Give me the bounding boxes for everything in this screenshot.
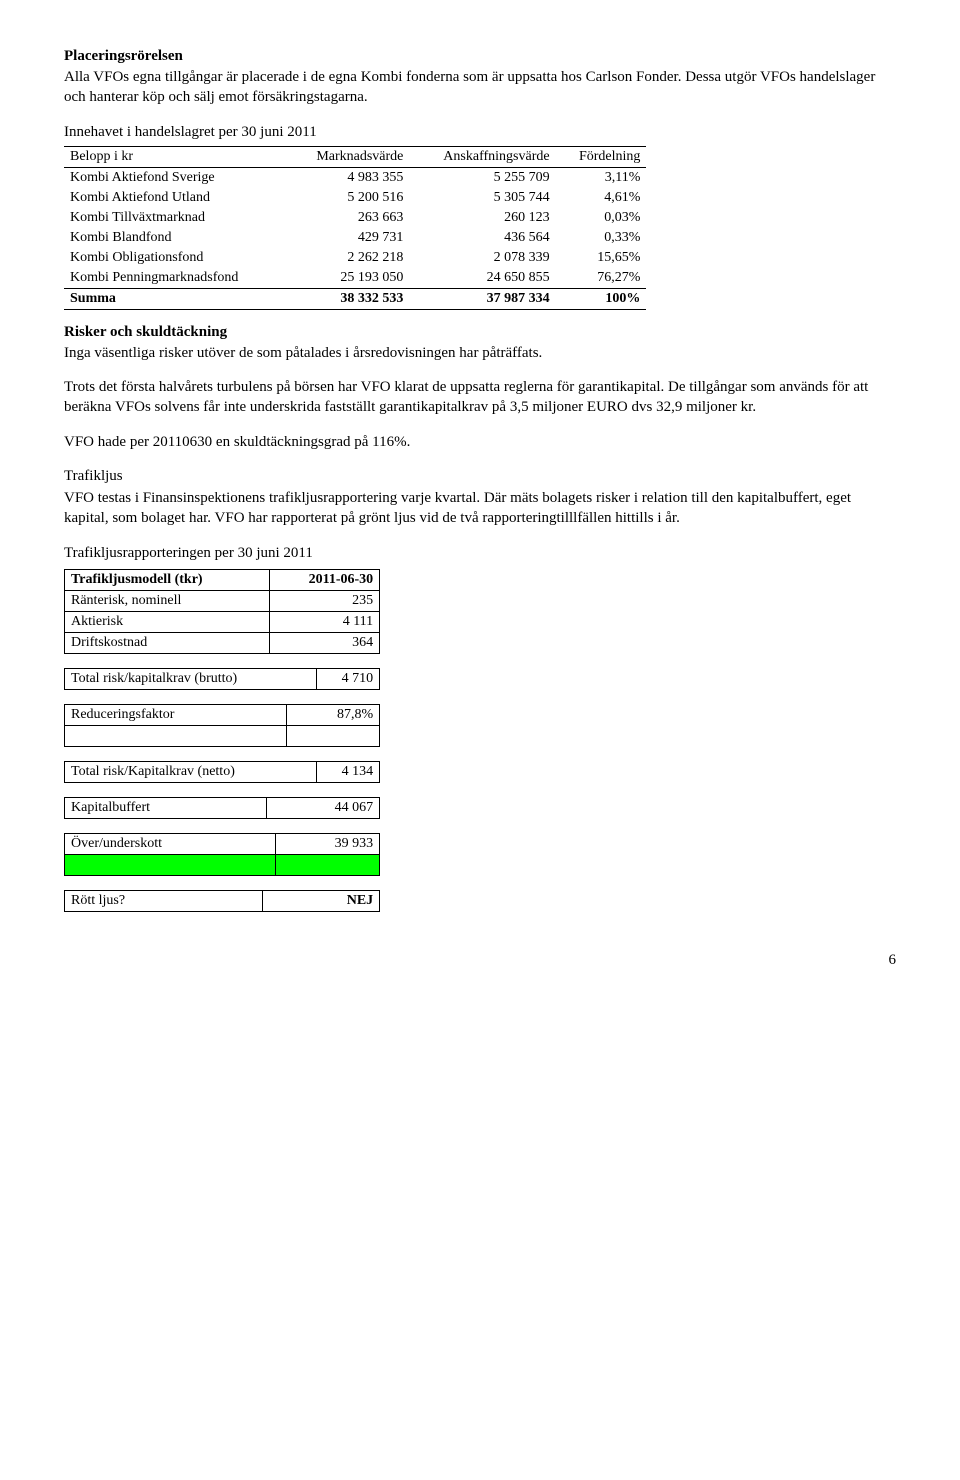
holdings-cell-pct: 76,27%	[556, 268, 647, 289]
trafik-row: Ränterisk, nominell235	[65, 590, 380, 611]
trafik-body: VFO testas i Finansinspektionens trafikl…	[64, 488, 896, 529]
trafik-report-title: Trafikljusrapporteringen per 30 juni 201…	[64, 543, 896, 563]
holdings-cell-name: Kombi Aktiefond Utland	[64, 188, 287, 208]
risk-p3: VFO hade per 20110630 en skuldtäckningsg…	[64, 432, 896, 452]
trafik-table: Trafikljusmodell (tkr) 2011-06-30 Ränter…	[64, 569, 380, 654]
holdings-cell-pct: 3,11%	[556, 167, 647, 188]
trafik-brutto-val: 4 710	[317, 668, 380, 689]
holdings-cell-mv: 2 262 218	[287, 248, 409, 268]
holdings-header-mv: Marknadsvärde	[287, 146, 409, 167]
trafik-over-row: Över/underskott 39 933	[65, 833, 380, 854]
holdings-cell-name: Kombi Aktiefond Sverige	[64, 167, 287, 188]
holdings-cell-mv: 25 193 050	[287, 268, 409, 289]
trafik-over-label: Över/underskott	[65, 833, 276, 854]
trafik-model-date: 2011-06-30	[270, 569, 380, 590]
holdings-header-av: Anskaffningsvärde	[409, 146, 555, 167]
trafik-over-table: Över/underskott 39 933	[64, 833, 380, 876]
holdings-cell-pct: 4,61%	[556, 188, 647, 208]
section-placering-title: Placeringsrörelsen	[64, 48, 896, 65]
holdings-header-row: Belopp i kr Marknadsvärde Anskaffningsvä…	[64, 146, 646, 167]
trafik-model-label: Trafikljusmodell (tkr)	[65, 569, 270, 590]
holdings-cell-name: Kombi Obligationsfond	[64, 248, 287, 268]
trafik-cell-label: Ränterisk, nominell	[65, 590, 270, 611]
holdings-sum-row: Summa38 332 53337 987 334100%	[64, 288, 646, 309]
trafik-cell-val: 235	[270, 590, 380, 611]
holdings-cell-av: 5 305 744	[409, 188, 555, 208]
page-number: 6	[64, 952, 896, 969]
holdings-cell-name: Kombi Blandfond	[64, 228, 287, 248]
holdings-cell-pct: 0,33%	[556, 228, 647, 248]
trafik-reducer-label: Reduceringsfaktor	[65, 704, 287, 725]
trafik-buffer-row: Kapitalbuffert 44 067	[65, 797, 380, 818]
holdings-row: Kombi Blandfond429 731436 5640,33%	[64, 228, 646, 248]
holdings-cell-mv: 4 983 355	[287, 167, 409, 188]
trafik-buffer-label: Kapitalbuffert	[65, 797, 267, 818]
trafik-netto-label: Total risk/Kapitalkrav (netto)	[65, 761, 317, 782]
trafik-netto-row: Total risk/Kapitalkrav (netto) 4 134	[65, 761, 380, 782]
trafik-brutto-label: Total risk/kapitalkrav (brutto)	[65, 668, 317, 689]
trafik-cell-label: Aktierisk	[65, 611, 270, 632]
holdings-cell-av: 2 078 339	[409, 248, 555, 268]
holdings-row: Kombi Obligationsfond2 262 2182 078 3391…	[64, 248, 646, 268]
trafik-over-val: 39 933	[275, 833, 379, 854]
trafik-row: Driftskostnad364	[65, 632, 380, 653]
holdings-cell-av: 260 123	[409, 208, 555, 228]
holdings-row: Kombi Tillväxtmarknad263 663260 1230,03%	[64, 208, 646, 228]
trafik-buffer-val: 44 067	[267, 797, 380, 818]
holdings-title: Innehavet i handelslagret per 30 juni 20…	[64, 122, 896, 142]
trafik-rott-table: Rött ljus? NEJ	[64, 890, 380, 912]
trafik-rott-val: NEJ	[263, 890, 380, 911]
trafik-rott-row: Rött ljus? NEJ	[65, 890, 380, 911]
holdings-cell-pct: 15,65%	[556, 248, 647, 268]
holdings-row: Kombi Aktiefond Utland5 200 5165 305 744…	[64, 188, 646, 208]
holdings-cell-name: Kombi Tillväxtmarknad	[64, 208, 287, 228]
holdings-sum-mv: 38 332 533	[287, 288, 409, 309]
holdings-cell-pct: 0,03%	[556, 208, 647, 228]
trafik-title: Trafikljus	[64, 468, 123, 484]
trafik-header-row: Trafikljusmodell (tkr) 2011-06-30	[65, 569, 380, 590]
holdings-header-name: Belopp i kr	[64, 146, 287, 167]
trafik-green-row	[65, 854, 380, 875]
holdings-cell-av: 24 650 855	[409, 268, 555, 289]
trafik-brutto-row: Total risk/kapitalkrav (brutto) 4 710	[65, 668, 380, 689]
risk-p1: Inga väsentliga risker utöver de som påt…	[64, 343, 896, 363]
section-placering-body: Alla VFOs egna tillgångar är placerade i…	[64, 67, 896, 108]
holdings-row: Kombi Penningmarknadsfond25 193 05024 65…	[64, 268, 646, 289]
trafik-netto-val: 4 134	[316, 761, 379, 782]
risk-title: Risker och skuldtäckning	[64, 324, 896, 341]
trafik-reducer-table: Reduceringsfaktor 87,8%	[64, 704, 380, 747]
trafik-row: Aktierisk4 111	[65, 611, 380, 632]
trafik-buffer-table: Kapitalbuffert 44 067	[64, 797, 380, 819]
trafik-cell-val: 364	[270, 632, 380, 653]
trafik-reducer-blank	[65, 725, 380, 746]
holdings-cell-mv: 429 731	[287, 228, 409, 248]
holdings-sum-name: Summa	[64, 288, 287, 309]
holdings-header-pct: Fördelning	[556, 146, 647, 167]
holdings-cell-name: Kombi Penningmarknadsfond	[64, 268, 287, 289]
trafik-reducer-row: Reduceringsfaktor 87,8%	[65, 704, 380, 725]
holdings-cell-av: 5 255 709	[409, 167, 555, 188]
trafik-cell-label: Driftskostnad	[65, 632, 270, 653]
risk-p2: Trots det första halvårets turbulens på …	[64, 377, 896, 418]
trafik-brutto-table: Total risk/kapitalkrav (brutto) 4 710	[64, 668, 380, 690]
holdings-cell-mv: 5 200 516	[287, 188, 409, 208]
trafik-cell-val: 4 111	[270, 611, 380, 632]
holdings-row: Kombi Aktiefond Sverige4 983 3555 255 70…	[64, 167, 646, 188]
trafik-netto-table: Total risk/Kapitalkrav (netto) 4 134	[64, 761, 380, 783]
holdings-cell-av: 436 564	[409, 228, 555, 248]
holdings-cell-mv: 263 663	[287, 208, 409, 228]
holdings-sum-av: 37 987 334	[409, 288, 555, 309]
holdings-sum-pct: 100%	[556, 288, 647, 309]
trafik-reducer-val: 87,8%	[286, 704, 380, 725]
holdings-table: Belopp i kr Marknadsvärde Anskaffningsvä…	[64, 146, 646, 310]
trafik-rott-label: Rött ljus?	[65, 890, 263, 911]
